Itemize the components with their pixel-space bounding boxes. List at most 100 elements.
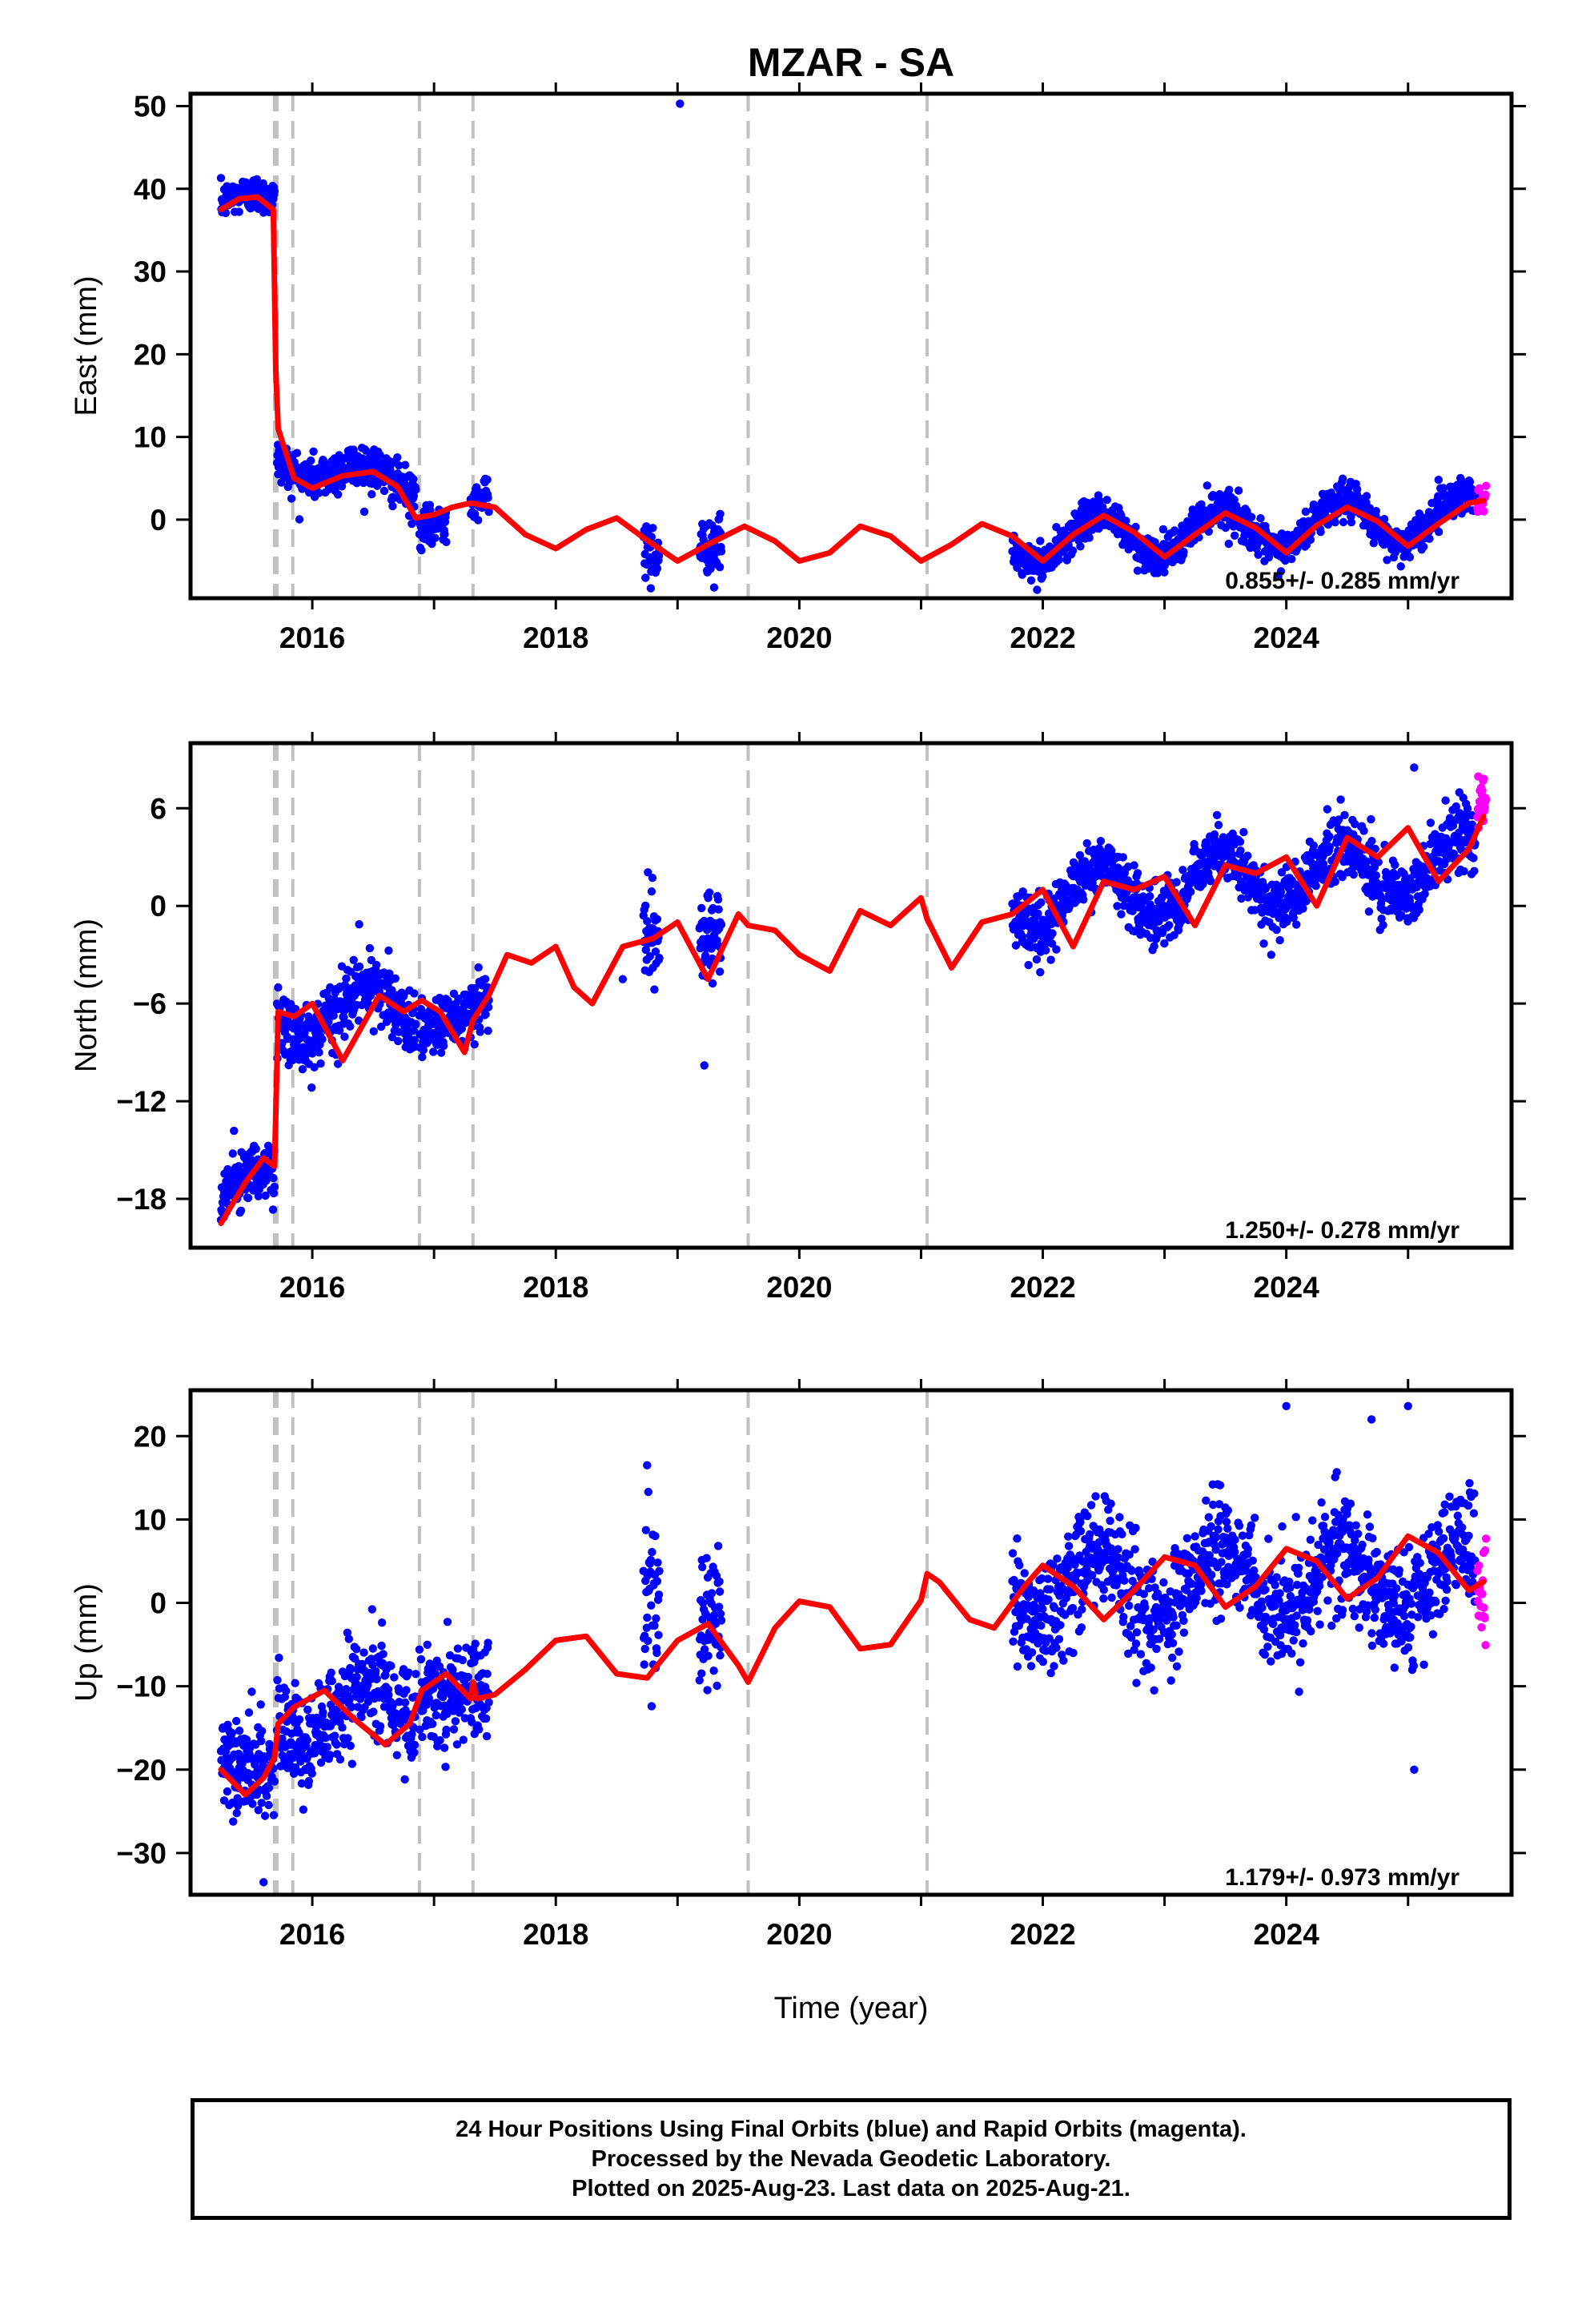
final-point xyxy=(346,1022,355,1031)
final-point xyxy=(1008,1549,1018,1558)
final-point xyxy=(454,994,463,1003)
final-point xyxy=(641,901,650,911)
final-point xyxy=(349,955,358,965)
final-point xyxy=(1056,1621,1065,1630)
final-point xyxy=(484,1027,492,1035)
final-point xyxy=(644,1636,652,1646)
final-point xyxy=(654,551,664,561)
outlier-point xyxy=(1410,763,1419,772)
outlier-point xyxy=(709,583,719,592)
final-point xyxy=(1405,553,1415,561)
final-point xyxy=(345,1696,354,1705)
final-point xyxy=(1399,869,1408,879)
final-point xyxy=(1383,556,1391,565)
final-point xyxy=(1045,1634,1054,1642)
final-point xyxy=(326,1751,335,1759)
final-point xyxy=(327,1668,335,1677)
final-point xyxy=(645,952,654,961)
y-tick-label: 20 xyxy=(134,338,167,371)
final-point xyxy=(1234,486,1243,495)
final-point xyxy=(230,1126,239,1136)
final-point xyxy=(695,1676,704,1685)
final-point xyxy=(1254,550,1263,559)
final-point xyxy=(703,1686,712,1695)
final-point xyxy=(453,1644,463,1653)
final-point xyxy=(1117,910,1126,919)
final-point xyxy=(702,1554,711,1562)
rapid-point xyxy=(1480,507,1488,516)
final-point xyxy=(1068,546,1078,555)
final-point xyxy=(404,1668,413,1677)
final-point xyxy=(323,1743,331,1751)
final-point xyxy=(648,1547,656,1557)
final-point xyxy=(1146,892,1154,901)
final-point xyxy=(1336,795,1345,804)
final-point xyxy=(449,1725,459,1734)
final-point xyxy=(297,1779,307,1788)
final-point xyxy=(1362,492,1371,501)
final-point xyxy=(359,507,369,517)
final-point xyxy=(1034,909,1042,919)
final-point xyxy=(1212,810,1222,819)
final-point xyxy=(1160,939,1169,948)
final-point xyxy=(1013,1662,1022,1671)
final-point xyxy=(715,1577,724,1586)
outlier-point xyxy=(676,99,685,108)
final-point xyxy=(709,1667,718,1675)
final-point xyxy=(359,1648,368,1657)
final-point xyxy=(1024,960,1033,970)
final-point xyxy=(714,905,723,914)
final-point xyxy=(400,1698,410,1707)
final-point xyxy=(299,1805,308,1814)
final-point xyxy=(1323,805,1332,814)
final-point xyxy=(269,1188,279,1198)
final-point xyxy=(1048,929,1057,938)
up-final-points xyxy=(216,1401,1480,1887)
final-point xyxy=(307,1769,316,1778)
final-point xyxy=(409,475,418,484)
final-point xyxy=(1086,1501,1096,1510)
final-point xyxy=(335,1026,344,1035)
final-point xyxy=(355,1695,365,1703)
final-point xyxy=(346,1741,355,1751)
east-final-points xyxy=(216,99,1480,594)
final-point xyxy=(715,563,725,572)
final-point xyxy=(1419,542,1428,551)
final-point xyxy=(458,1655,467,1665)
final-point xyxy=(1096,837,1106,846)
final-point xyxy=(1364,907,1374,916)
final-point xyxy=(651,947,661,956)
final-point xyxy=(333,490,343,499)
final-point xyxy=(1463,804,1472,813)
final-point xyxy=(474,963,483,972)
final-point xyxy=(484,1003,493,1011)
final-point xyxy=(418,1052,427,1062)
final-point xyxy=(442,537,451,546)
final-point xyxy=(244,1708,254,1717)
final-point xyxy=(1426,839,1435,849)
final-point xyxy=(644,868,652,877)
final-point xyxy=(229,1817,238,1826)
final-point xyxy=(1299,904,1307,913)
final-point xyxy=(1033,585,1042,594)
final-point xyxy=(1367,837,1376,846)
final-point xyxy=(440,1743,449,1752)
final-point xyxy=(1277,868,1287,877)
final-point xyxy=(648,874,657,883)
final-point xyxy=(363,1680,372,1690)
north-final-points xyxy=(216,763,1480,1224)
final-point xyxy=(270,1777,279,1786)
final-point xyxy=(287,494,296,503)
final-point xyxy=(1309,841,1319,850)
final-point xyxy=(1239,827,1248,837)
final-point xyxy=(1069,1648,1078,1658)
final-point xyxy=(459,1735,468,1744)
final-point xyxy=(278,1734,287,1743)
final-point xyxy=(1085,1530,1094,1539)
final-point xyxy=(329,1011,338,1020)
final-point xyxy=(368,1660,377,1670)
final-point xyxy=(1335,815,1343,824)
